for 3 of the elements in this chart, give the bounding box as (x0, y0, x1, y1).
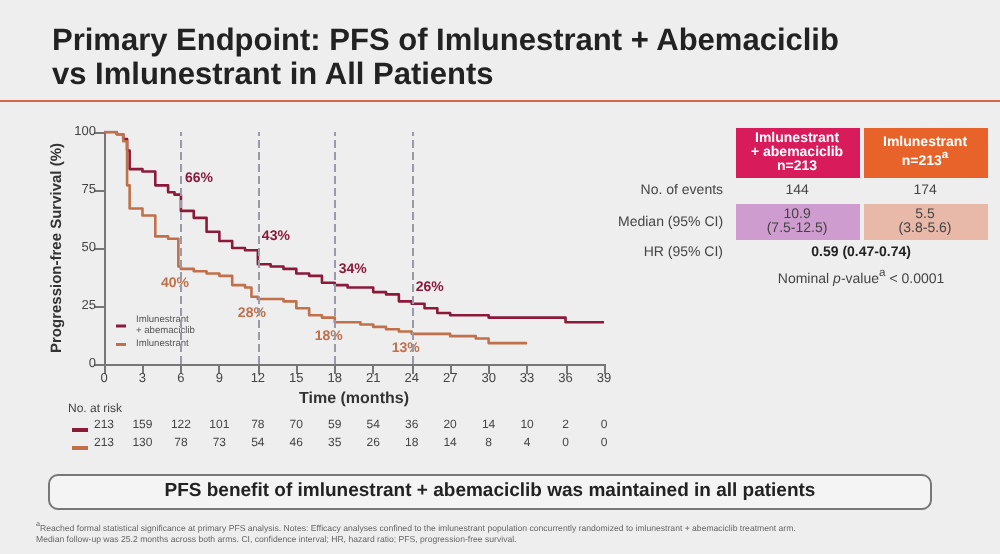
chart-title: Primary Endpoint: PFS of Imlunestrant + Abemaciclib vs Imlunestrant in All Patients (52, 24, 841, 92)
text: PFS benefit of imlunestrant + abemaciclib was maintained in all patients (48, 474, 932, 510)
x-axis-title: Time (months) (299, 389, 410, 407)
